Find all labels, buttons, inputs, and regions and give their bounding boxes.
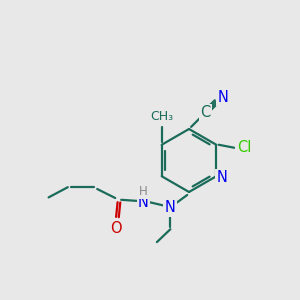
Text: N: N [216,170,227,185]
Text: N: N [218,90,228,105]
Text: H: H [139,184,148,198]
Text: O: O [110,221,122,236]
Text: C: C [200,105,211,120]
Text: Cl: Cl [237,140,251,155]
Text: N: N [164,200,175,215]
Text: N: N [138,195,149,210]
Text: CH₃: CH₃ [150,110,173,123]
